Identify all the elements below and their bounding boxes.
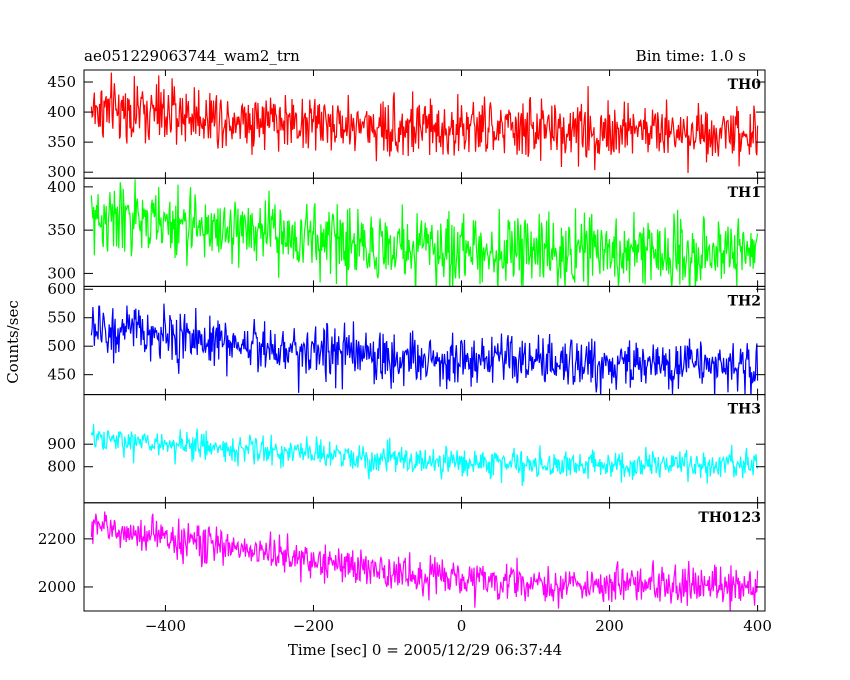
y-tick-label: 450 [47,73,76,91]
y-tick-label: 900 [47,435,76,453]
panel-th3: 800 900 TH3 [47,394,766,504]
x-tick-label: 200 [595,617,624,635]
panel-label: TH0 [728,77,762,93]
x-tick-label: −400 [145,617,186,635]
panel-label: TH3 [728,402,761,418]
series-line-th2 [90,303,759,395]
x-tick-label: 400 [743,617,772,635]
y-axis-label: Counts/sec [4,300,22,384]
bin-time-label: Bin time: 1.0 s [636,47,746,65]
y-tick-label: 600 [47,280,76,298]
panel-th2: 450 500 550 600 TH2 [47,280,766,396]
y-tick-label: 800 [47,458,76,476]
series-line-th0 [90,72,759,173]
y-tick-label: 400 [47,103,76,121]
x-tick-label: 0 [457,617,467,635]
series-line-th0123 [90,511,759,611]
y-tick-label: 350 [47,221,76,239]
panel-th1: 300 350 400 TH1 [47,177,766,287]
panel-th0123: 2000 2200 TH0123 [38,502,766,612]
x-axis-label: Time [sec] 0 = 2005/12/29 06:37:44 [288,641,562,659]
y-tick-label: 400 [47,178,76,196]
series-line-th3 [90,424,759,487]
series-line-th1 [90,179,759,287]
panel-th0: 300 350 400 450 TH0 [47,69,766,181]
panel-frame [83,502,766,612]
x-tick-label: −200 [293,617,334,635]
panels-group: 300 350 400 450 TH0 300 350 400 TH1 450 500 550 600 T… [38,69,772,635]
y-tick-label: 500 [47,337,76,355]
panel-label: TH2 [728,293,761,309]
y-tick-label: 300 [47,163,76,181]
y-tick-label: 2000 [38,578,76,596]
panel-label: TH0123 [698,510,761,526]
figure-title: ae051229063744_wam2_trn [84,47,300,65]
y-tick-label: 350 [47,133,76,151]
y-tick-label: 300 [47,264,76,282]
y-tick-label: 2200 [38,530,76,548]
y-tick-label: 550 [47,309,76,327]
y-tick-label: 450 [47,366,76,384]
panel-label: TH1 [728,185,761,201]
